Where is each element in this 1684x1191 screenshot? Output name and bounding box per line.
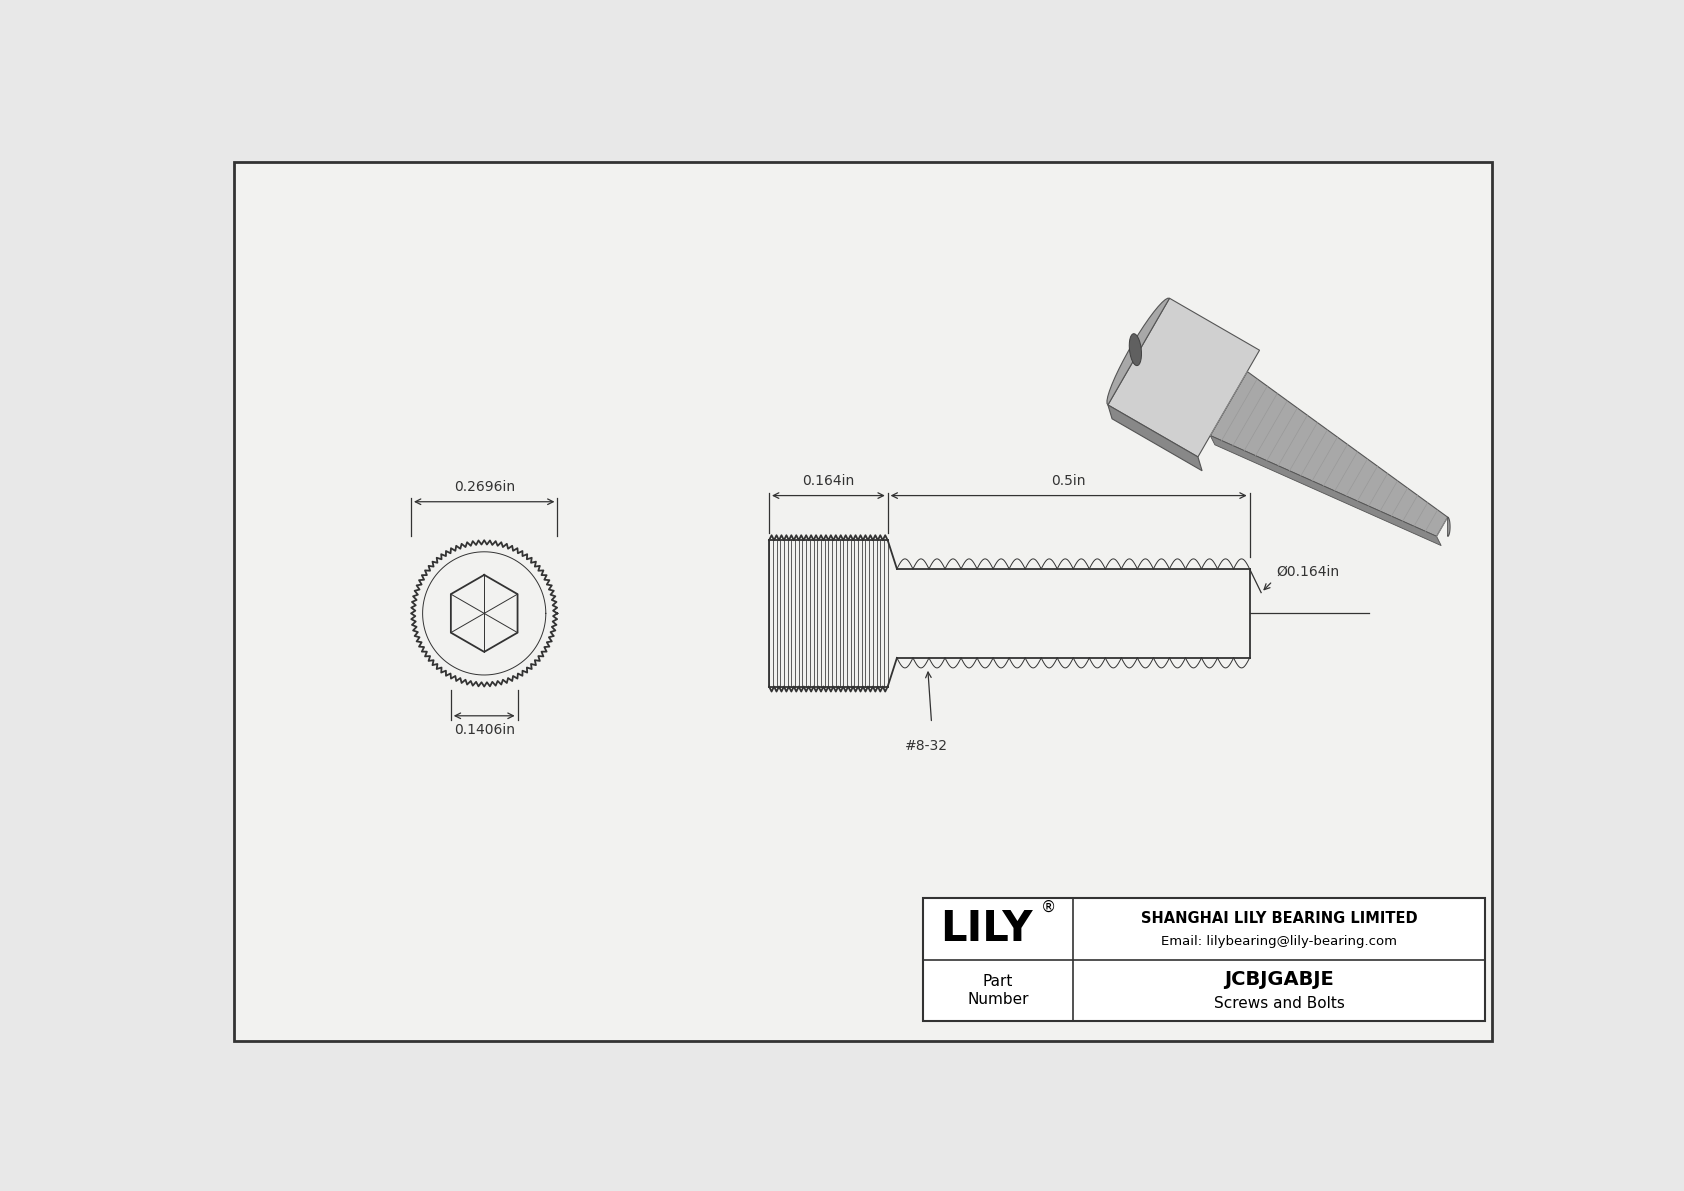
Text: #8-32: #8-32 — [904, 738, 948, 753]
Text: 0.2696in: 0.2696in — [453, 480, 515, 494]
Text: Email: lilybearing@lily-bearing.com: Email: lilybearing@lily-bearing.com — [1162, 935, 1398, 948]
Polygon shape — [1211, 372, 1448, 536]
Text: Part: Part — [983, 974, 1014, 989]
Text: Number: Number — [967, 992, 1029, 1008]
Text: 0.1406in: 0.1406in — [453, 723, 515, 737]
Text: 0.164in: 0.164in — [802, 474, 854, 488]
Polygon shape — [1130, 333, 1142, 366]
Bar — [923, 898, 1485, 1022]
Text: LILY: LILY — [940, 908, 1032, 950]
Text: Screws and Bolts: Screws and Bolts — [1214, 996, 1344, 1010]
Text: Ø0.164in: Ø0.164in — [1276, 565, 1340, 579]
Polygon shape — [1106, 298, 1169, 405]
Polygon shape — [1211, 436, 1442, 545]
Text: ®: ® — [1041, 900, 1056, 915]
Polygon shape — [1108, 298, 1260, 457]
Text: 0.5in: 0.5in — [1051, 474, 1086, 488]
Polygon shape — [1448, 517, 1450, 536]
Text: SHANGHAI LILY BEARING LIMITED: SHANGHAI LILY BEARING LIMITED — [1142, 911, 1418, 925]
Text: JCBJGABJE: JCBJGABJE — [1224, 971, 1334, 990]
Polygon shape — [1108, 405, 1202, 470]
